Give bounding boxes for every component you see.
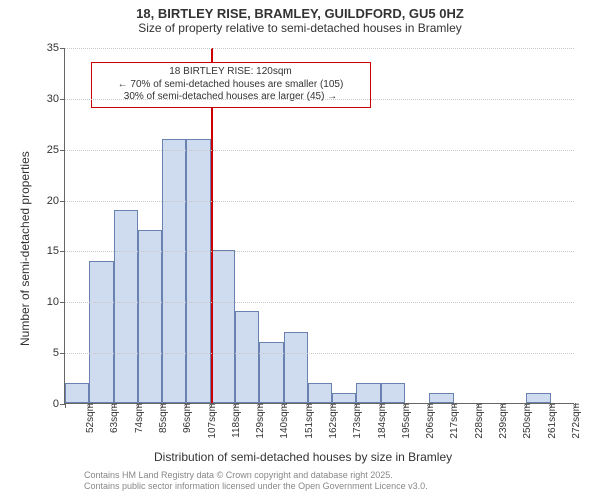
x-tick-label: 184sqm	[373, 403, 388, 439]
footer-line-1: Contains HM Land Registry data © Crown c…	[84, 470, 428, 481]
x-tick-mark	[138, 403, 139, 408]
grid-line	[65, 150, 574, 151]
title-line2: Size of property relative to semi-detach…	[138, 21, 462, 35]
bar	[138, 230, 162, 403]
x-tick-mark	[89, 403, 90, 408]
x-tick-label: 162sqm	[324, 403, 339, 439]
x-tick-label: 250sqm	[518, 403, 533, 439]
x-tick-mark	[284, 403, 285, 408]
x-tick-mark	[65, 403, 66, 408]
bar	[186, 139, 210, 403]
plot-area: 18 BIRTLEY RISE: 120sqm ← 70% of semi-de…	[64, 48, 574, 404]
y-tick-label: 0	[53, 398, 65, 410]
chart-title: 18, BIRTLEY RISE, BRAMLEY, GUILDFORD, GU…	[0, 0, 600, 21]
x-tick-mark	[308, 403, 309, 408]
bar	[356, 383, 380, 403]
annotation-line-3: 30% of semi-detached houses are larger (…	[98, 91, 364, 104]
y-axis-label: Number of semi-detached properties	[18, 151, 32, 346]
grid-line	[65, 251, 574, 252]
x-tick-mark	[211, 403, 212, 408]
x-tick-mark	[405, 403, 406, 408]
bar	[211, 250, 235, 403]
x-tick-mark	[186, 403, 187, 408]
x-tick-label: 228sqm	[470, 403, 485, 439]
bar	[235, 311, 259, 403]
bar	[65, 383, 89, 403]
x-tick-mark	[356, 403, 357, 408]
x-tick-mark	[502, 403, 503, 408]
annotation-box: 18 BIRTLEY RISE: 120sqm ← 70% of semi-de…	[91, 62, 371, 108]
y-tick-label: 35	[47, 42, 65, 54]
y-tick-label: 20	[47, 195, 65, 207]
x-tick-mark	[381, 403, 382, 408]
x-tick-mark	[575, 403, 576, 408]
x-tick-label: 272sqm	[567, 403, 582, 439]
annotation-line-1: 18 BIRTLEY RISE: 120sqm	[98, 66, 364, 79]
bar	[89, 261, 113, 403]
bar	[332, 393, 356, 403]
title-line1: 18, BIRTLEY RISE, BRAMLEY, GUILDFORD, GU…	[136, 6, 464, 21]
x-tick-label: 129sqm	[251, 403, 266, 439]
grid-line	[65, 353, 574, 354]
bar	[284, 332, 308, 403]
chart-subtitle: Size of property relative to semi-detach…	[0, 21, 600, 35]
bar	[526, 393, 550, 403]
y-tick-label: 15	[47, 245, 65, 257]
x-tick-mark	[429, 403, 430, 408]
x-tick-mark	[478, 403, 479, 408]
x-tick-label: 195sqm	[397, 403, 412, 439]
x-tick-label: 107sqm	[203, 403, 218, 439]
x-tick-mark	[454, 403, 455, 408]
y-tick-label: 30	[47, 93, 65, 105]
x-tick-mark	[526, 403, 527, 408]
grid-line	[65, 201, 574, 202]
x-tick-mark	[332, 403, 333, 408]
x-tick-mark	[235, 403, 236, 408]
x-axis-label: Distribution of semi-detached houses by …	[154, 450, 452, 464]
x-tick-label: 151sqm	[300, 403, 315, 439]
bar	[429, 393, 453, 403]
bar	[162, 139, 186, 403]
bar	[308, 383, 332, 403]
x-tick-label: 239sqm	[494, 403, 509, 439]
y-tick-label: 5	[53, 347, 65, 359]
y-tick-label: 25	[47, 144, 65, 156]
bar	[381, 383, 405, 403]
x-tick-label: 206sqm	[421, 403, 436, 439]
x-tick-mark	[551, 403, 552, 408]
grid-line	[65, 99, 574, 100]
y-tick-label: 10	[47, 296, 65, 308]
x-tick-label: 140sqm	[275, 403, 290, 439]
bar	[114, 210, 138, 403]
bar	[259, 342, 283, 403]
x-tick-mark	[162, 403, 163, 408]
grid-line	[65, 302, 574, 303]
x-tick-label: 261sqm	[543, 403, 558, 439]
annotation-line-2: ← 70% of semi-detached houses are smalle…	[98, 79, 364, 92]
x-tick-label: 118sqm	[227, 403, 242, 438]
grid-line	[65, 48, 574, 49]
footer-attribution: Contains HM Land Registry data © Crown c…	[84, 470, 428, 493]
footer-line-2: Contains public sector information licen…	[84, 481, 428, 492]
x-tick-mark	[259, 403, 260, 408]
x-tick-label: 173sqm	[348, 403, 363, 439]
x-tick-mark	[114, 403, 115, 408]
x-tick-label: 217sqm	[445, 403, 460, 439]
